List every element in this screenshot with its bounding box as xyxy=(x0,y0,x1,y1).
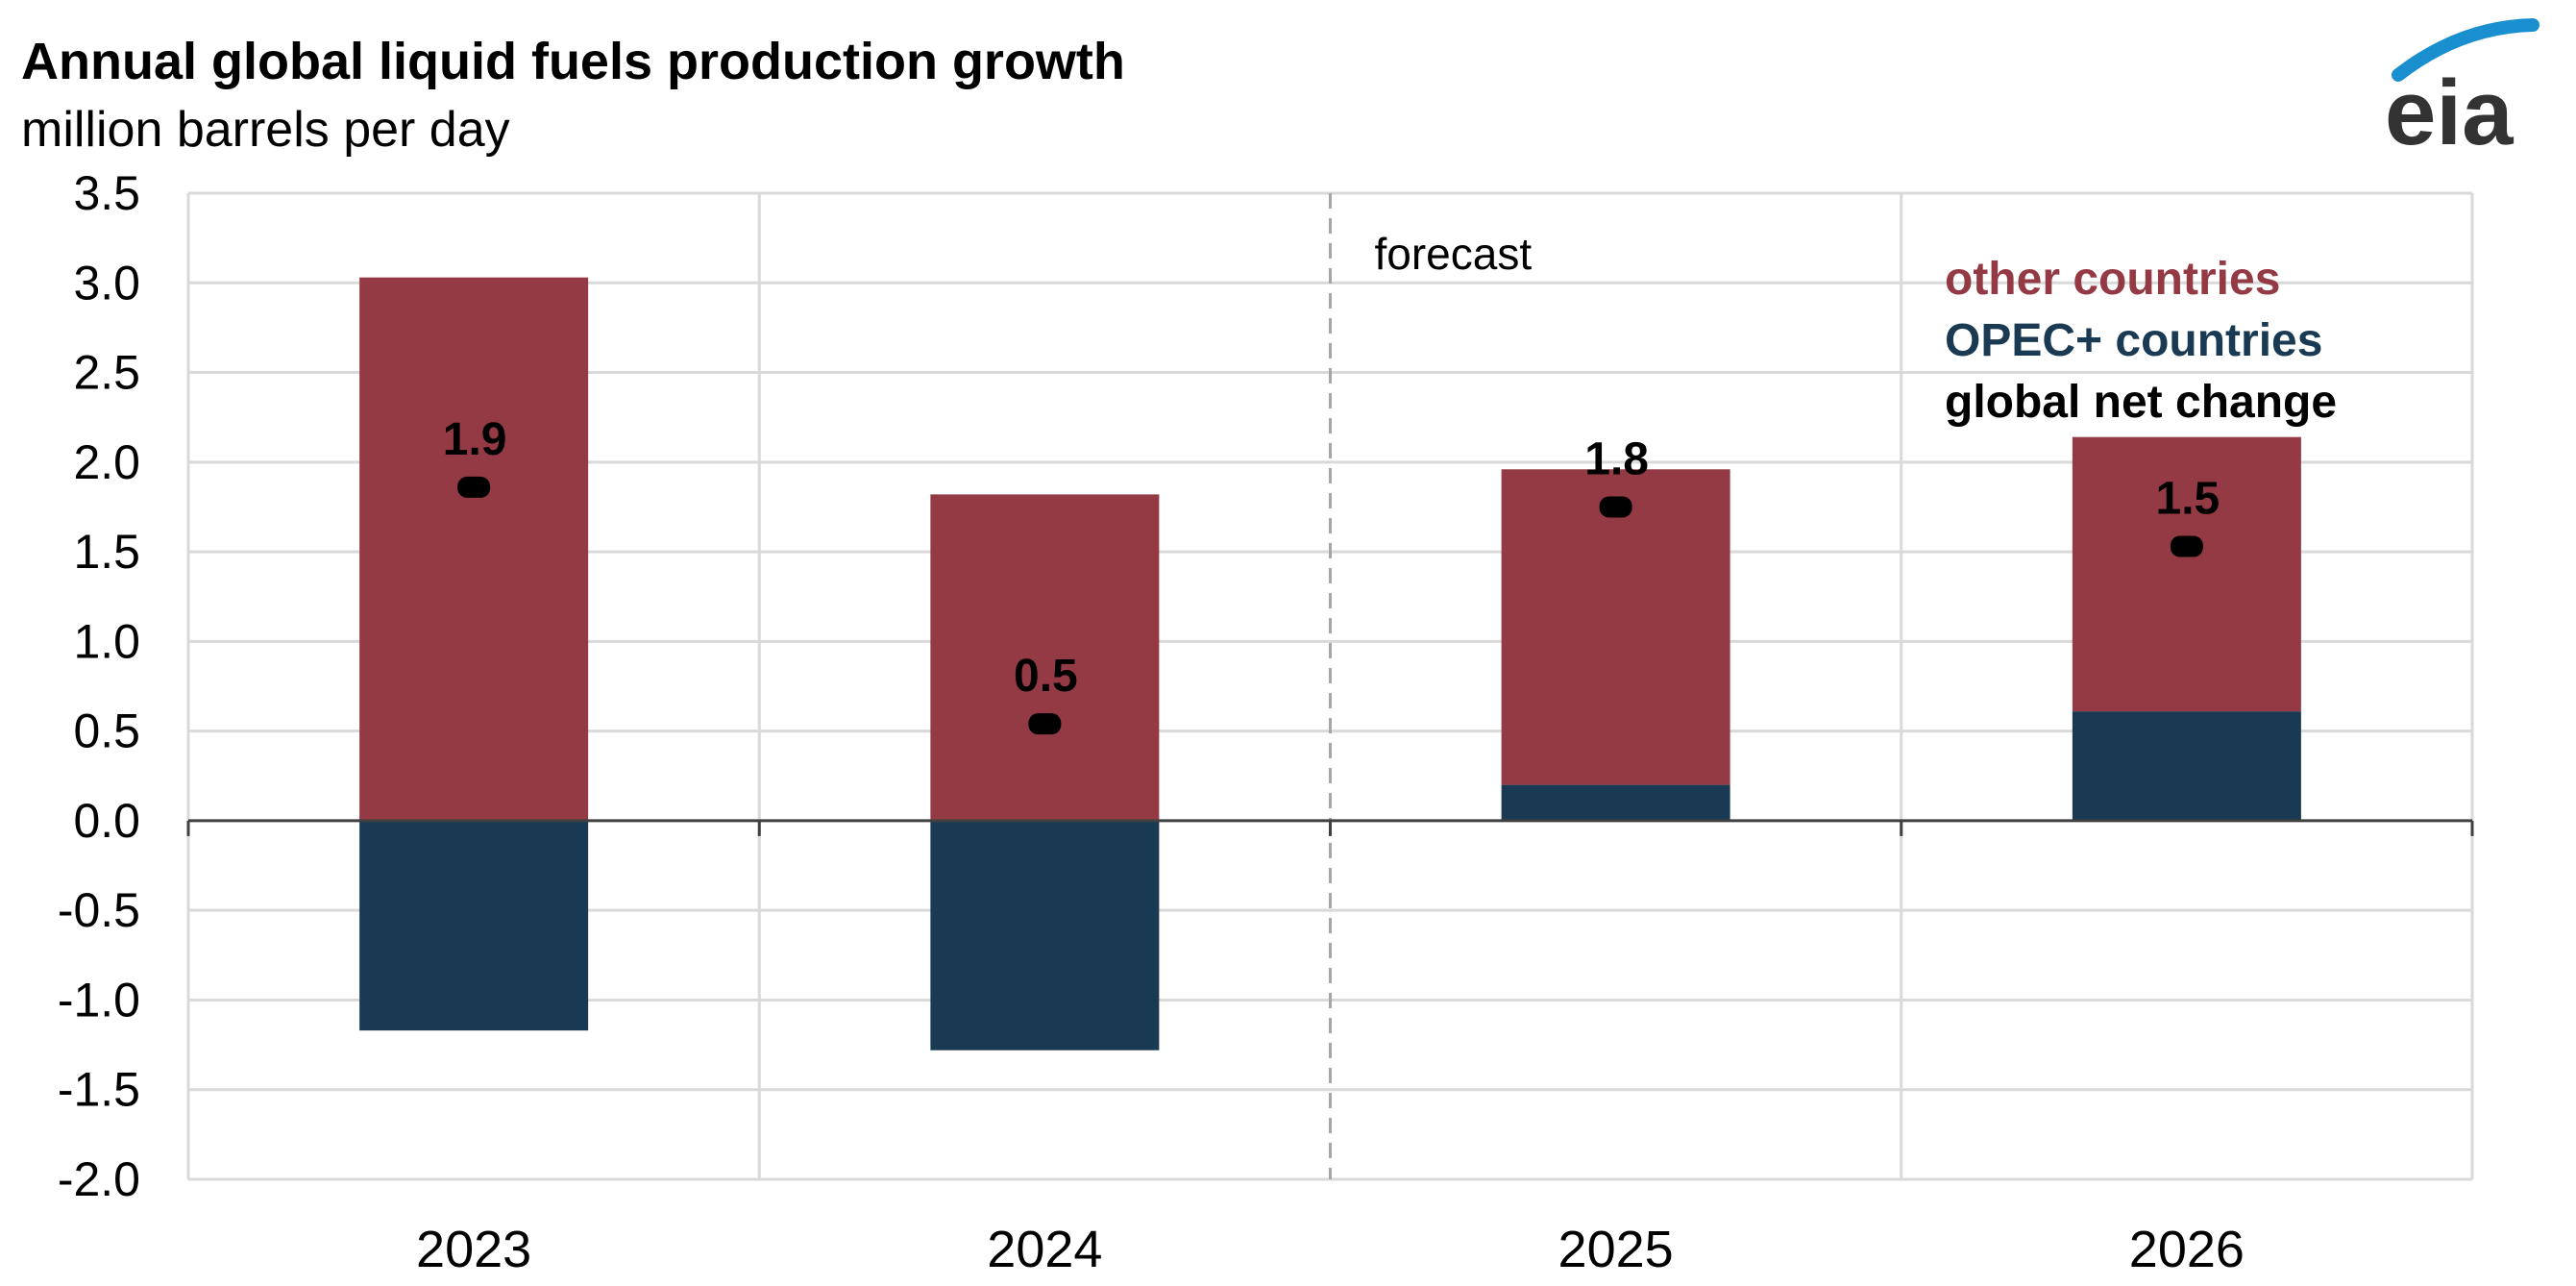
bar-opec-countries-2024 xyxy=(930,820,1160,1051)
x-tick-label-2025: 2025 xyxy=(1558,1221,1674,1278)
net-change-marker-2026 xyxy=(2170,535,2203,557)
y-tick-label: 2.0 xyxy=(73,435,140,489)
data-label-2024: 0.5 xyxy=(1014,651,1078,702)
logo-text: eia xyxy=(2385,62,2514,164)
bar-opec-countries-2023 xyxy=(359,820,589,1031)
bar-other-countries-2025 xyxy=(1501,469,1730,785)
y-tick-label: 0.5 xyxy=(73,705,140,758)
legend-entry-global-net-change: global net change xyxy=(1945,377,2337,428)
data-label-2025: 1.8 xyxy=(1584,433,1649,484)
bar-other-countries-2024 xyxy=(930,494,1160,821)
legend-entry-opec-countries: OPEC+ countries xyxy=(1945,315,2322,366)
y-tick-label: -0.5 xyxy=(58,883,140,937)
bar-other-countries-2026 xyxy=(2072,436,2301,712)
data-label-2026: 1.5 xyxy=(2156,473,2220,524)
labels: 3.5 3.0 2.5 2.0 1.5 1.0 0.5 0.0 -0.5 -1.0 -1.5 -2.0… xyxy=(58,166,2245,1278)
bars xyxy=(359,277,2301,1051)
net-change-marker-2024 xyxy=(1028,713,1062,735)
net-change-marker-2025 xyxy=(1599,496,1632,518)
bar-other-countries-2023 xyxy=(359,277,589,821)
y-tick-label: 1.0 xyxy=(73,614,140,668)
data-label-2023: 1.9 xyxy=(443,414,507,465)
y-tick-label: 2.5 xyxy=(73,346,140,400)
x-tick-label-2023: 2023 xyxy=(416,1221,531,1278)
logo-arc xyxy=(2392,18,2539,82)
x-tick-label-2024: 2024 xyxy=(987,1221,1102,1278)
x-tick-label-2026: 2026 xyxy=(2129,1221,2245,1278)
y-tick-label: 3.5 xyxy=(73,166,140,220)
chart-title: Annual global liquid fuels production gr… xyxy=(21,33,1125,90)
y-tick-label: 0.0 xyxy=(73,794,140,848)
y-tick-label: -1.5 xyxy=(58,1063,140,1117)
y-tick-label: 1.5 xyxy=(73,525,140,579)
eia-logo: eia xyxy=(2385,18,2539,164)
y-tick-label: -2.0 xyxy=(58,1152,140,1206)
y-tick-label: -1.0 xyxy=(58,973,140,1026)
bar-opec-countries-2025 xyxy=(1501,784,1730,821)
y-tick-label: 3.0 xyxy=(73,256,140,309)
axes xyxy=(186,819,2474,836)
forecast-annotation: forecast xyxy=(1375,229,1533,279)
bar-opec-countries-2026 xyxy=(2072,711,2301,821)
legend-entry-other-countries: other countries xyxy=(1945,254,2280,305)
net-change-marker-2023 xyxy=(457,476,491,498)
chart-subtitle: million barrels per day xyxy=(21,102,510,158)
legend: other countries OPEC+ countries global n… xyxy=(1945,254,2337,428)
